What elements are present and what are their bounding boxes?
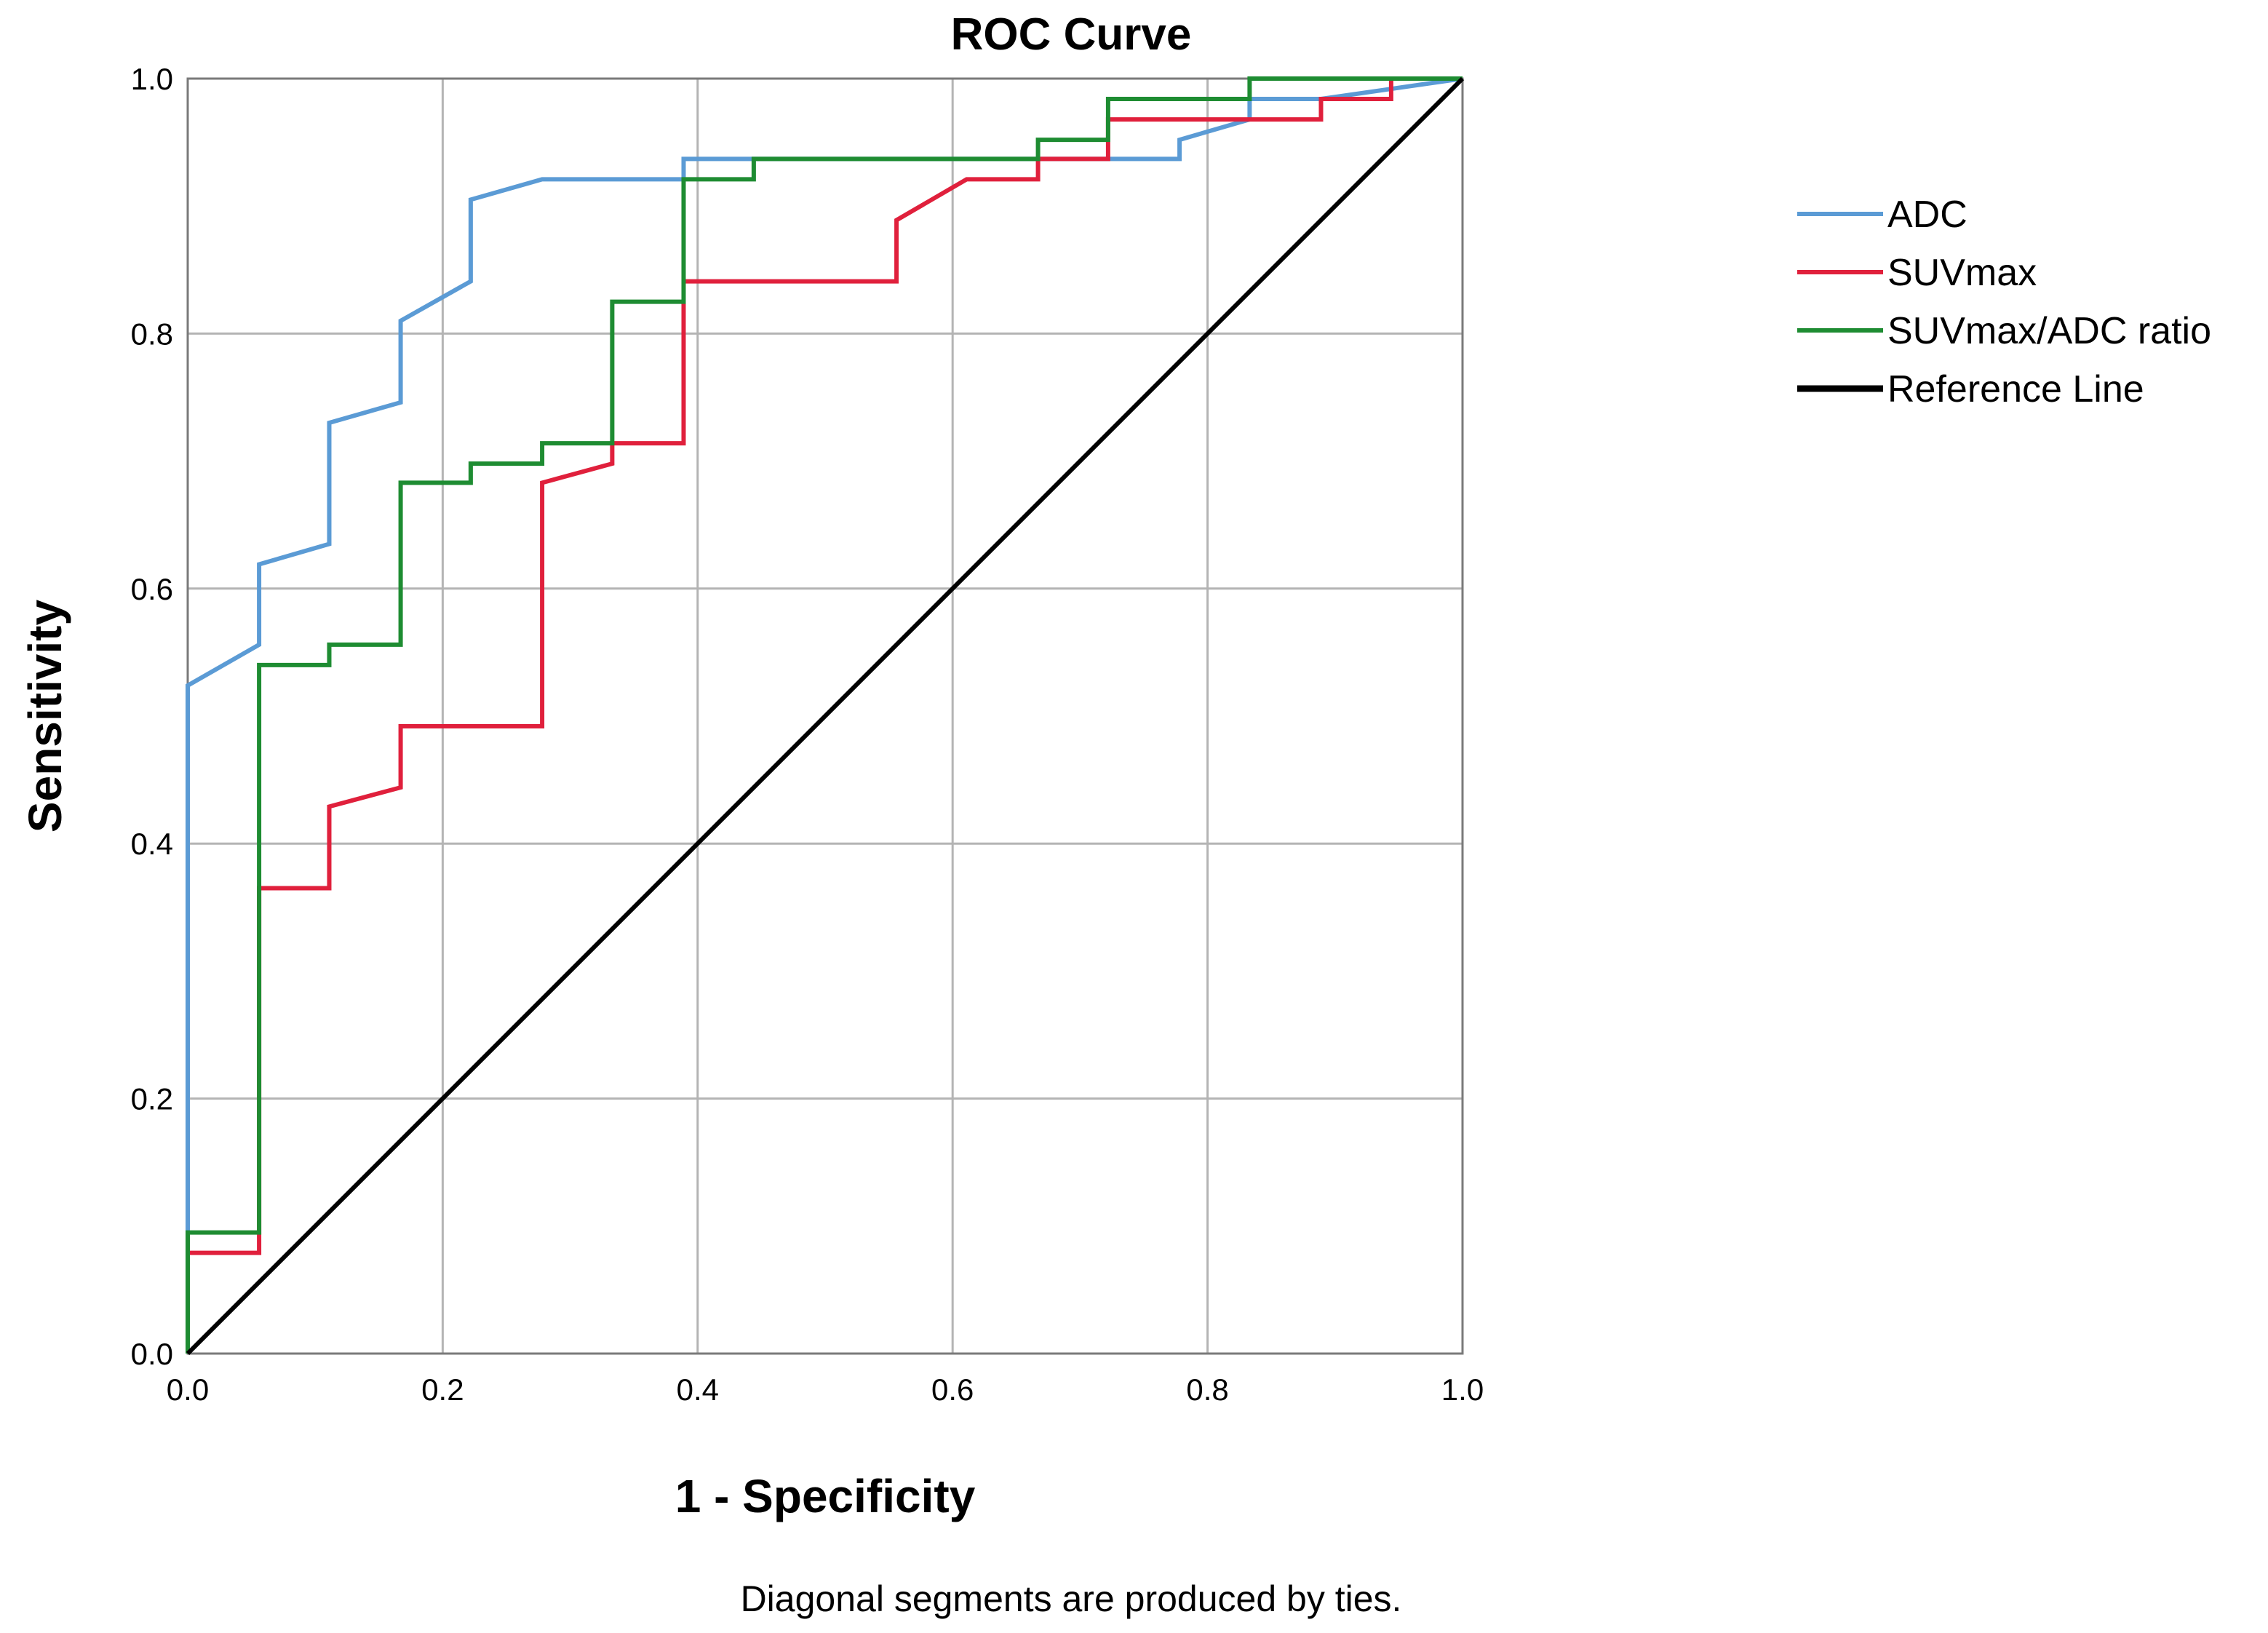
- chart-title: ROC Curve: [951, 9, 1192, 60]
- x-tick-label: 0.4: [677, 1372, 719, 1407]
- y-axis-label: Sensitivity: [19, 600, 71, 833]
- x-axis-label: 1 - Specificity: [675, 1470, 976, 1522]
- y-tick-label: 0.6: [131, 572, 173, 606]
- x-axis-ticks: 0.0 0.2 0.4 0.6 0.8 1.0: [167, 1372, 1484, 1407]
- y-axis-ticks: 0.0 0.2 0.4 0.6 0.8 1.0: [131, 62, 173, 1371]
- x-tick-label: 0.2: [421, 1372, 463, 1407]
- x-tick-label: 0.0: [167, 1372, 209, 1407]
- y-tick-label: 0.0: [131, 1337, 173, 1371]
- legend: ADC SUVmax SUVmax/ADC ratio Reference Line: [1797, 194, 2211, 410]
- y-tick-label: 1.0: [131, 62, 173, 96]
- series-line-reference-line: [186, 76, 1465, 1356]
- x-tick-label: 1.0: [1441, 1372, 1484, 1407]
- legend-label: Reference Line: [1887, 368, 2144, 410]
- x-tick-label: 0.8: [1186, 1372, 1228, 1407]
- y-tick-label: 0.2: [131, 1082, 173, 1116]
- y-tick-label: 0.8: [131, 317, 173, 351]
- legend-label: SUVmax: [1887, 252, 2037, 294]
- y-tick-label: 0.4: [131, 827, 173, 861]
- x-tick-label: 0.6: [931, 1372, 974, 1407]
- legend-label: SUVmax/ADC ratio: [1887, 310, 2211, 352]
- series-layer: [186, 76, 1465, 1356]
- footnote: Diagonal segments are produced by ties.: [741, 1578, 1402, 1619]
- series-line-adc: [186, 76, 1463, 1354]
- legend-label: ADC: [1887, 194, 1967, 236]
- series-line-suvmax-adc-ratio: [186, 76, 1463, 1354]
- series-line-suvmax: [186, 76, 1463, 1354]
